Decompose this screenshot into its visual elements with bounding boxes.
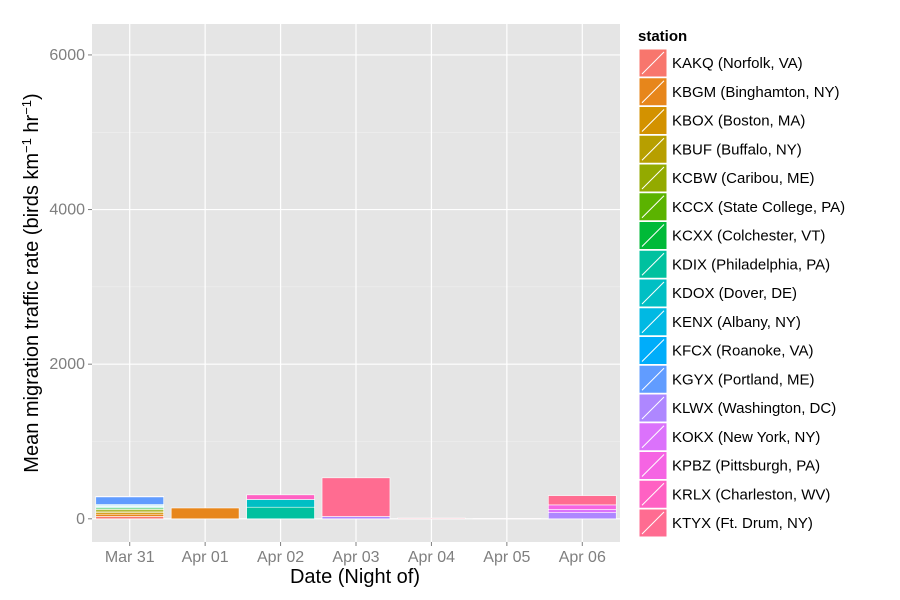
x-tick-label: Mar 31: [105, 549, 155, 566]
x-tick-label: Apr 06: [559, 549, 606, 566]
legend-swatch-slash: [641, 195, 665, 219]
legend-swatch-slash: [641, 137, 665, 161]
legend-swatch-slash: [641, 166, 665, 190]
y-axis-title: Mean migration traffic rate (birds km−1 …: [19, 93, 44, 472]
legend-swatch-slash: [641, 51, 665, 75]
legend-label: KOKX (New York, NY): [672, 429, 820, 446]
legend-item: KAKQ (Norfolk, VA): [638, 48, 803, 78]
y-tick-label: 6000: [49, 47, 85, 64]
bar-segment: [548, 509, 617, 513]
bar-segment: [170, 507, 240, 520]
legend-item: KDIX (Philadelphia, PA): [638, 249, 830, 279]
y-tick-label: 0: [76, 511, 85, 528]
x-tick-label: Apr 05: [483, 549, 530, 566]
bar-segment: [321, 477, 391, 517]
bar-stacks: [95, 477, 617, 520]
bar-segment: [246, 494, 315, 500]
legend: station KAKQ (Norfolk, VA) KBGM (Binghamt…: [638, 28, 845, 538]
legend-swatch-slash: [641, 109, 665, 132]
bar-segment: [548, 495, 617, 506]
legend-label: KPBZ (Pittsburgh, PA): [672, 458, 820, 475]
bar-segment: [95, 516, 164, 520]
legend-label: KAKQ (Norfolk, VA): [672, 55, 803, 72]
legend-label: KBGM (Binghamton, NY): [672, 84, 840, 101]
legend-swatch-slash: [641, 367, 665, 391]
legend-item: KBOX (Boston, MA): [638, 106, 805, 135]
legend-swatch-slash: [641, 425, 665, 449]
legend-label: KFCX (Roanoke, VA): [672, 343, 813, 360]
legend-item: KPBZ (Pittsburgh, PA): [638, 451, 820, 480]
bar-segment: [95, 513, 164, 517]
legend-item: KBGM (Binghamton, NY): [638, 77, 840, 107]
bar-segment: [95, 496, 164, 498]
legend-label: KTYX (Ft. Drum, NY): [672, 515, 813, 532]
y-tick-label: 2000: [49, 356, 85, 373]
legend-item: KCXX (Colchester, VT): [638, 221, 825, 250]
legend-swatch-slash: [641, 396, 665, 420]
legend-swatch-slash: [641, 310, 665, 334]
x-tick-label: Apr 02: [257, 549, 304, 566]
legend-label: KCBW (Caribou, ME): [672, 170, 815, 187]
x-axis-ticks: Mar 31 Apr 01 Apr 02 Apr 03 Apr 04 Apr 05 Apr …: [105, 542, 606, 566]
legend-item: KGYX (Portland, ME): [638, 364, 815, 394]
legend-item: KFCX (Roanoke, VA): [638, 336, 813, 365]
legend-label: KCCX (State College, PA): [672, 199, 845, 216]
bar-segment: [548, 504, 617, 510]
legend-label: KDOX (Dover, DE): [672, 285, 797, 302]
legend-label: KRLX (Charleston, WV): [672, 486, 830, 503]
bar-segment: [472, 518, 542, 520]
legend-label: KDIX (Philadelphia, PA): [672, 256, 830, 273]
legend-swatch-slash: [641, 511, 665, 535]
bar-segment: [246, 499, 315, 508]
legend-swatch-slash: [641, 339, 665, 362]
x-tick-label: Apr 03: [332, 549, 379, 566]
y-axis-title-middle: hr: [21, 114, 43, 138]
legend-item: KDOX (Dover, DE): [638, 278, 797, 308]
legend-item: KLWX (Washington, DC): [638, 393, 836, 423]
x-axis-title: Date (Night of): [290, 566, 420, 588]
x-tick-label: Apr 01: [182, 549, 229, 566]
bar-segment: [321, 516, 391, 520]
bar-segment: [397, 517, 466, 520]
legend-item: KCCX (State College, PA): [638, 192, 845, 222]
legend-item: KOKX (New York, NY): [638, 422, 820, 452]
legend-title: station: [638, 28, 687, 45]
y-axis-title-sup1: −1: [19, 138, 34, 153]
legend-swatch-slash: [641, 454, 665, 477]
legend-swatch-slash: [641, 281, 665, 305]
grid-lines: [92, 24, 620, 542]
legend-label: KCXX (Colchester, VT): [672, 228, 825, 245]
bar-segment: [246, 506, 315, 520]
y-axis-ticks: 0 2000 4000 6000: [49, 47, 92, 528]
legend-swatch-slash: [641, 252, 665, 276]
legend-label: KBOX (Boston, MA): [672, 113, 805, 130]
legend-swatch-slash: [641, 482, 665, 506]
legend-item: KRLX (Charleston, WV): [638, 479, 830, 509]
y-tick-label: 4000: [49, 202, 85, 219]
bar-segment: [548, 512, 617, 520]
legend-item: KENX (Albany, NY): [638, 307, 801, 337]
legend-swatch-slash: [641, 80, 665, 104]
y-axis-title-prefix: Mean migration traffic rate (birds km: [21, 153, 43, 473]
bar-segment: [95, 496, 164, 505]
y-axis-title-sup2: −1: [19, 100, 34, 115]
legend-item: KCBW (Caribou, ME): [638, 163, 815, 193]
legend-item: KTYX (Ft. Drum, NY): [638, 508, 813, 538]
x-tick-label: Apr 04: [408, 549, 455, 566]
legend-label: KBUF (Buffalo, NY): [672, 141, 802, 158]
legend-swatch-slash: [641, 224, 665, 247]
y-axis-title-suffix: ): [21, 93, 43, 100]
legend-label: KLWX (Washington, DC): [672, 400, 836, 417]
legend-label: KGYX (Portland, ME): [672, 371, 815, 388]
legend-item: KBUF (Buffalo, NY): [638, 134, 802, 164]
legend-label: KENX (Albany, NY): [672, 314, 801, 331]
